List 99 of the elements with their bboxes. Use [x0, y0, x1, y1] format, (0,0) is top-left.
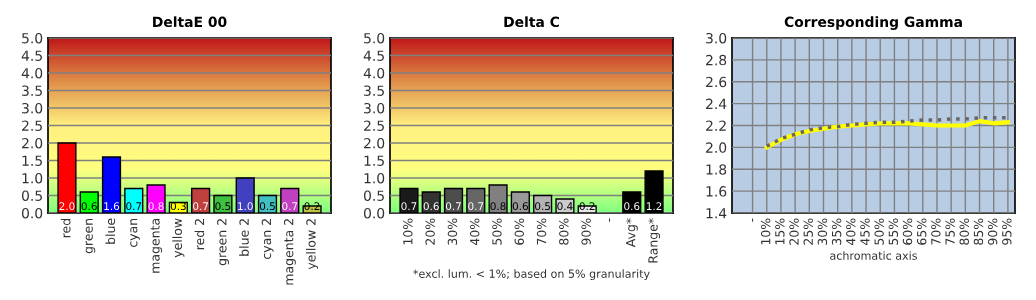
data-label: 1.0 — [238, 202, 253, 211]
chart-title: Corresponding Gamma — [784, 16, 962, 30]
y-tick-label: 4.0 — [363, 67, 385, 79]
x-axis-title: *excl. lum. < 1%; based on 5% granularity — [413, 269, 650, 281]
y-tick-label: 4.5 — [21, 50, 42, 61]
x-tick-label: 20% — [425, 218, 435, 245]
x-axis-title: achromatic axis — [830, 251, 917, 260]
y-tick-label: 3.0 — [22, 102, 43, 114]
y-tick-label: 3.0 — [364, 102, 385, 114]
y-tick-label: 2.5 — [22, 120, 42, 131]
x-tick-label: 55% — [888, 218, 899, 245]
x-tick-label: red 2 — [194, 219, 205, 250]
data-label: 0.8 — [490, 202, 506, 211]
x-tick-label: 65% — [916, 218, 927, 245]
x-tick-label: 10% — [403, 218, 413, 245]
data-label: 0.5 — [215, 202, 231, 211]
y-tick-label: 1.4 — [706, 208, 727, 219]
x-tick-label: red — [60, 219, 71, 238]
y-tick-label: 0.0 — [363, 207, 385, 219]
y-tick-label: 0.5 — [21, 190, 42, 201]
data-label: 0.7 — [282, 202, 298, 211]
y-tick-label: 2.2 — [706, 120, 726, 131]
x-tick-label: cyan 2 — [261, 219, 274, 259]
x-tick-label: Avg* — [625, 218, 638, 248]
data-label: 0.6 — [512, 202, 528, 211]
y-tick-label: 4.0 — [21, 67, 43, 79]
x-tick-label: blue — [105, 218, 116, 244]
x-tick-label: - — [609, 218, 611, 222]
y-tick-label: 2.4 — [706, 98, 727, 109]
x-tick-label: 20% — [789, 218, 799, 245]
x-tick-label: 40% — [846, 218, 856, 246]
data-label: 1.2 — [646, 202, 662, 210]
x-tick-label: 25% — [803, 218, 813, 245]
y-tick-label: 5.0 — [22, 32, 43, 44]
y-tick-label: 2.0 — [22, 137, 43, 149]
x-tick-label: green — [85, 218, 96, 254]
x-tick-label: 85% — [973, 218, 984, 245]
x-tick-label: 50% — [874, 218, 884, 245]
x-tick-label: 90% — [581, 218, 591, 245]
data-label: 0.7 — [401, 202, 417, 211]
x-tick-label: Range* — [648, 218, 661, 263]
y-tick-label: 1.5 — [22, 155, 42, 166]
x-tick-label: yellow — [172, 218, 185, 258]
y-tick-label: 1.5 — [364, 155, 384, 166]
x-tick-label: cyan — [130, 218, 140, 248]
x-tick-label: 80% — [959, 218, 969, 245]
x-tick-label: - — [752, 218, 754, 222]
x-tick-label: 40% — [469, 218, 480, 246]
y-tick-label: 4.5 — [363, 50, 384, 61]
x-tick-label: magenta — [150, 219, 163, 273]
y-tick-label: 0.0 — [21, 207, 43, 219]
x-tick-label: 60% — [902, 218, 913, 245]
x-tick-label: 15% — [775, 218, 785, 245]
x-tick-label: 50% — [492, 218, 502, 245]
y-tick-label: 1.6 — [706, 186, 727, 197]
data-label: 0.4 — [557, 202, 573, 211]
data-label: 0.7 — [193, 202, 209, 211]
data-label: 0.6 — [81, 202, 97, 211]
y-tick-label: 1.0 — [364, 172, 385, 184]
data-label: 1.6 — [104, 202, 120, 211]
x-tick-label: 35% — [831, 218, 842, 245]
y-tick-label: 2.0 — [706, 142, 727, 153]
data-label: 2.0 — [59, 202, 75, 211]
x-tick-label: 30% — [447, 218, 458, 245]
y-tick-label: 2.8 — [706, 54, 727, 66]
data-label: 0.5 — [535, 202, 551, 211]
x-tick-label: magenta 2 — [283, 219, 296, 285]
y-tick-label: 2.5 — [364, 120, 384, 131]
y-tick-label: 5.0 — [364, 32, 385, 44]
x-tick-label: 60% — [514, 218, 524, 245]
x-tick-label: green 2 — [217, 219, 229, 266]
y-tick-label: 3.5 — [364, 85, 384, 96]
y-tick-label: 3.5 — [22, 85, 42, 96]
x-tick-label: 30% — [817, 218, 828, 245]
y-tick-label: 2.0 — [364, 137, 385, 149]
x-tick-label: 70% — [536, 218, 547, 245]
data-label: 0.7 — [468, 202, 484, 211]
y-tick-label: 1.8 — [706, 164, 727, 175]
data-label: 0.6 — [624, 202, 640, 211]
y-tick-label: 2.6 — [706, 76, 727, 88]
data-label: 0.7 — [445, 202, 461, 211]
y-tick-label: 1.0 — [22, 172, 43, 184]
chart-title: Delta C — [504, 16, 559, 28]
chart-title: DeltaE 00 — [153, 16, 227, 28]
data-label: 0.6 — [423, 202, 439, 211]
x-tick-label: yellow 2 — [306, 219, 319, 270]
x-tick-label: 75% — [945, 218, 955, 245]
x-tick-label: 45% — [860, 218, 870, 246]
x-tick-label: 95% — [1002, 218, 1012, 245]
x-tick-label: 80% — [559, 218, 569, 245]
x-tick-label: blue 2 — [239, 219, 249, 256]
x-tick-label: 90% — [987, 218, 998, 245]
data-label: 0.8 — [148, 202, 164, 211]
x-tick-label: 70% — [931, 218, 941, 245]
x-tick-label: 10% — [760, 218, 771, 245]
data-label: 0.5 — [259, 202, 275, 211]
y-tick-label: 3.0 — [706, 32, 727, 44]
y-tick-label: 0.5 — [363, 190, 384, 201]
data-label: 0.7 — [126, 202, 142, 211]
